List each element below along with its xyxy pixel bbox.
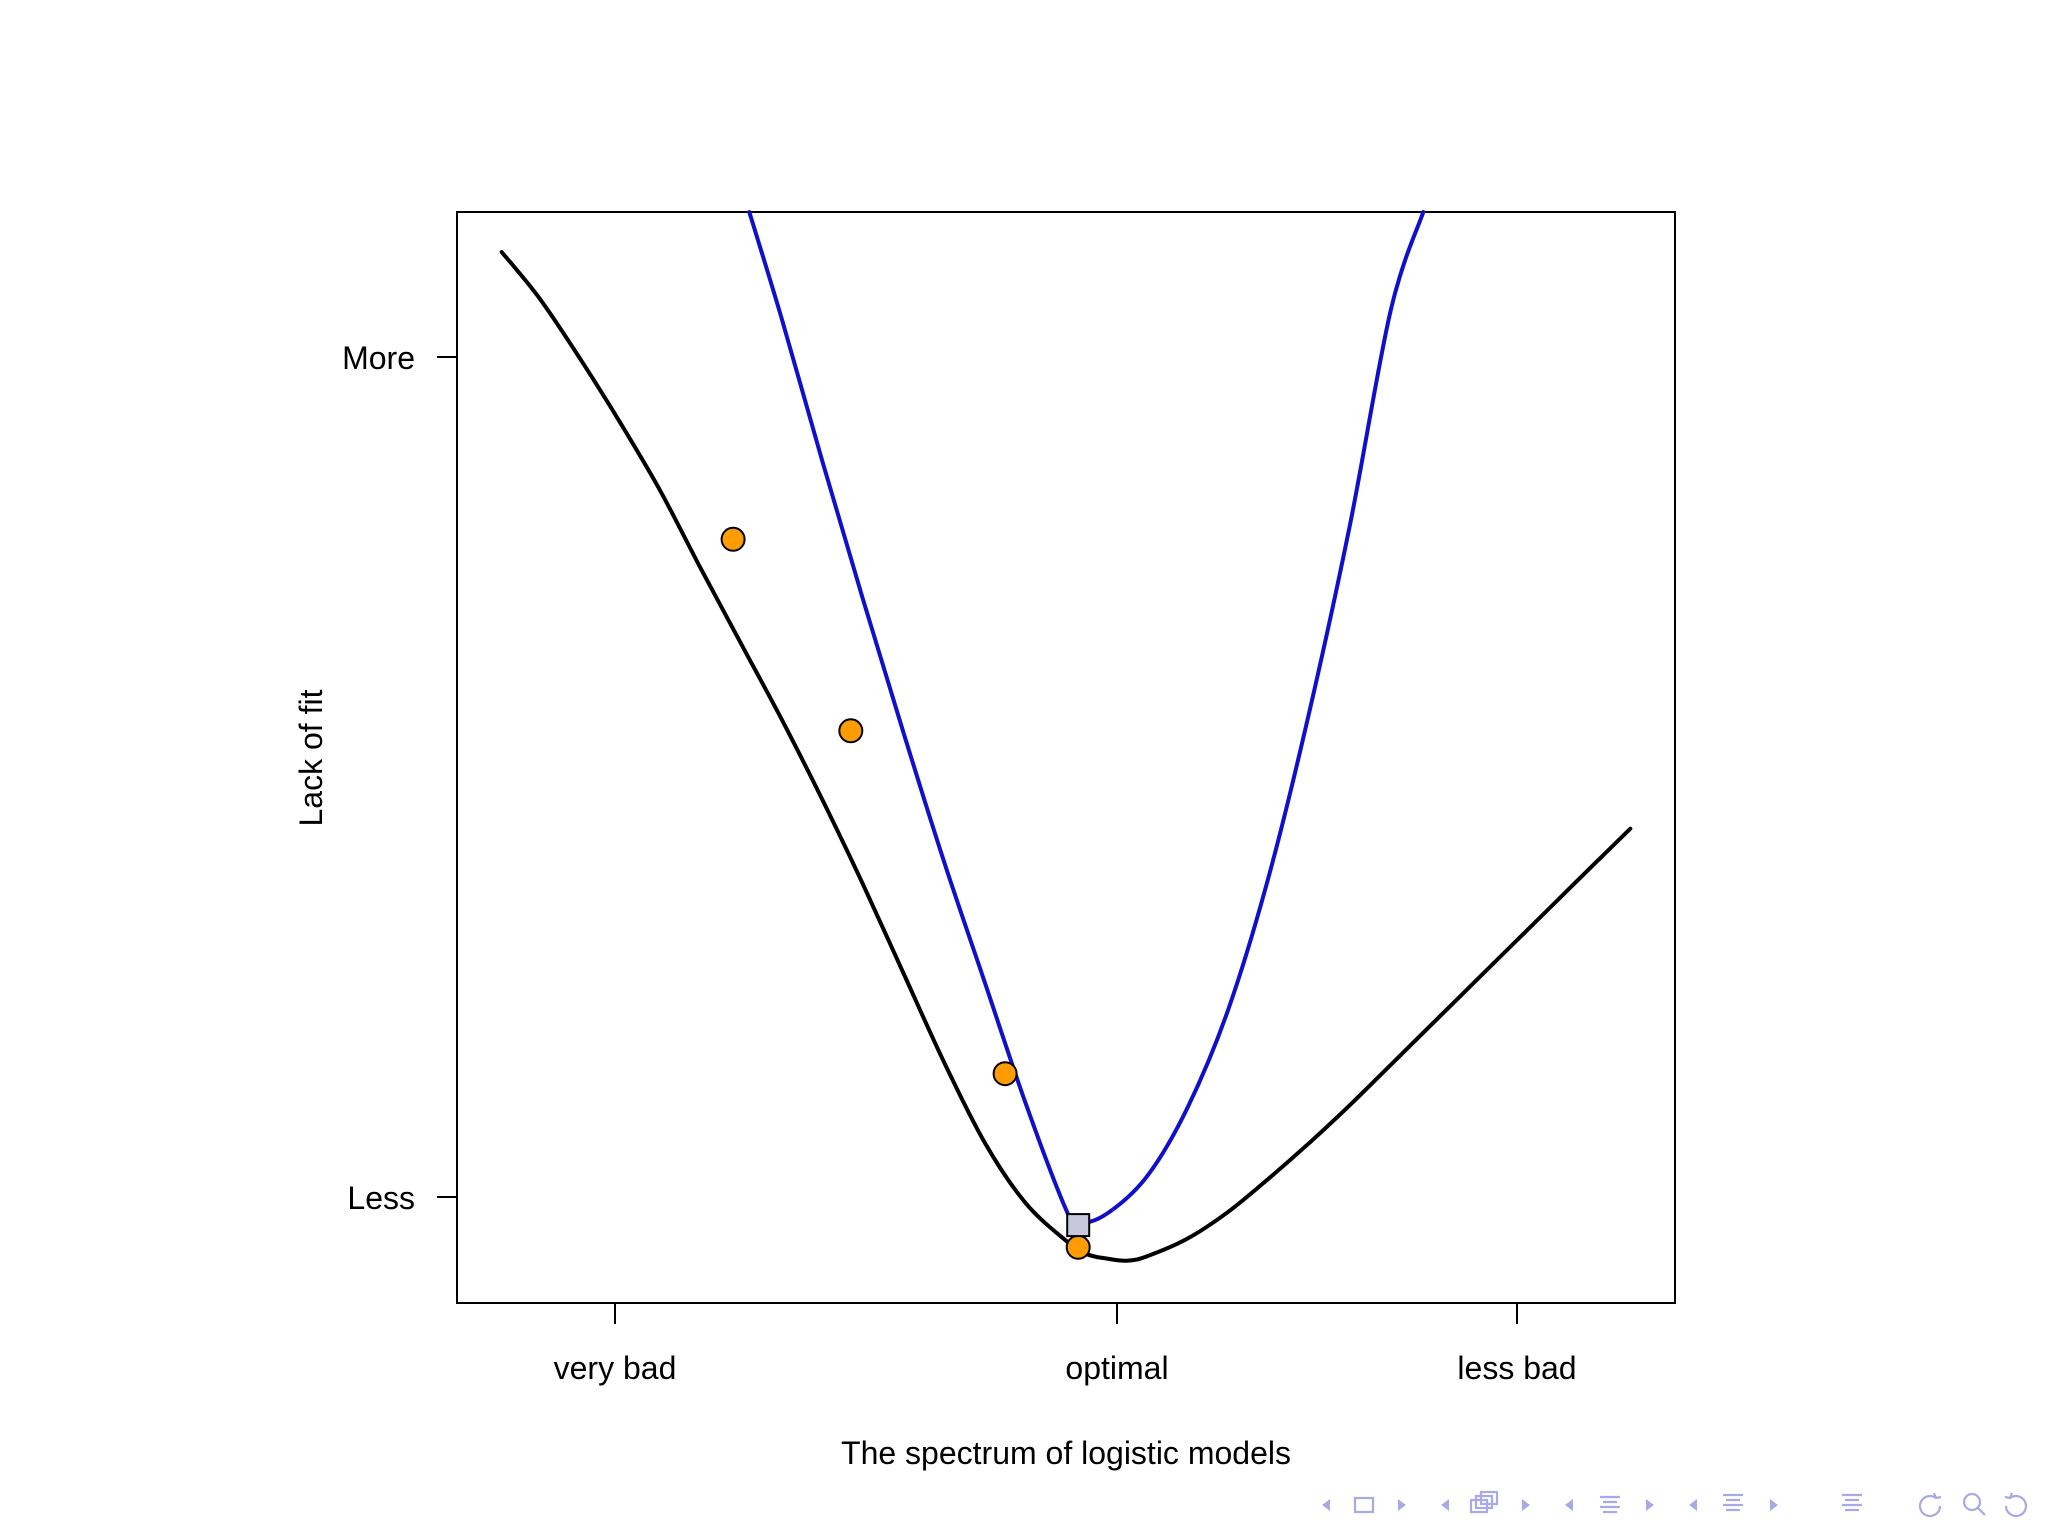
search-icon[interactable] <box>1962 1492 1986 1516</box>
right-arrow-icon[interactable] <box>1522 1499 1530 1511</box>
y-tick-label-less: Less <box>347 1180 415 1216</box>
x-axis-title: The spectrum of logistic models <box>841 1435 1291 1471</box>
x-tick-label-optimal: optimal <box>1065 1350 1168 1386</box>
undo-icon[interactable] <box>1918 1492 1942 1518</box>
align-icon[interactable] <box>1842 1493 1862 1512</box>
circle-marker-4 <box>1065 1234 1091 1260</box>
right-arrow-icon[interactable] <box>1398 1499 1406 1511</box>
plot-frame <box>456 211 1676 1304</box>
nav-presentation-group[interactable] <box>1689 1493 1778 1512</box>
right-arrow-icon[interactable] <box>1646 1499 1654 1511</box>
redo-icon[interactable] <box>2004 1492 2028 1518</box>
left-arrow-icon[interactable] <box>1565 1499 1573 1511</box>
right-arrow-icon[interactable] <box>1770 1499 1778 1511</box>
series-black-curve <box>499 250 1633 1263</box>
left-arrow-icon[interactable] <box>1689 1499 1697 1511</box>
section-icon[interactable] <box>1600 1495 1620 1514</box>
beamer-navigation <box>1322 1490 2028 1518</box>
circle-marker-3 <box>992 1061 1018 1087</box>
x-tick-label-very-bad: very bad <box>554 1350 677 1386</box>
circle-marker-1 <box>720 526 746 552</box>
series-blue-curve <box>747 210 1426 1226</box>
y-axis: More Less <box>342 340 457 1216</box>
left-arrow-icon[interactable] <box>1441 1499 1449 1511</box>
plot-area <box>499 210 1633 1263</box>
square-marker <box>1066 1213 1091 1238</box>
y-tick-label-more: More <box>342 340 415 376</box>
nav-subsection-group[interactable] <box>1441 1490 1530 1514</box>
left-arrow-icon[interactable] <box>1322 1499 1330 1511</box>
x-axis: very bad optimal less bad <box>554 1303 1577 1386</box>
nav-frame-group[interactable] <box>1322 1496 1406 1514</box>
markers <box>720 526 1091 1260</box>
circle-marker-2 <box>838 718 864 744</box>
nav-section-group[interactable] <box>1565 1495 1654 1514</box>
x-tick-label-less-bad: less bad <box>1457 1350 1576 1386</box>
subsection-icon[interactable] <box>1469 1490 1499 1514</box>
y-axis-title: Lack of fit <box>293 689 329 826</box>
frame-icon[interactable] <box>1353 1496 1375 1514</box>
section-icon[interactable] <box>1723 1493 1743 1512</box>
